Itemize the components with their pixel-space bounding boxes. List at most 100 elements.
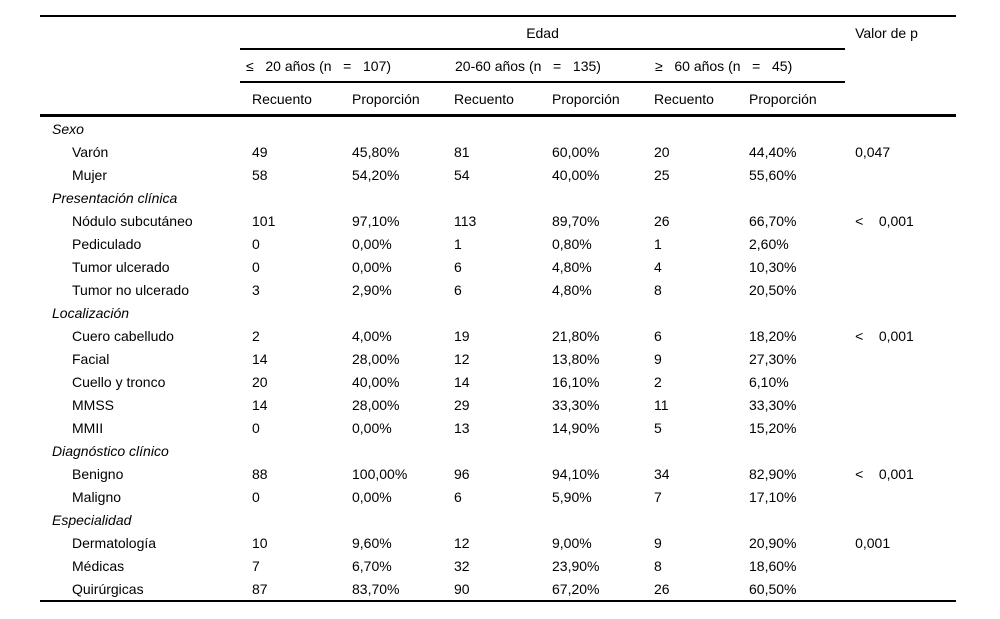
p-value-cell <box>845 232 956 255</box>
count-cell: 2 <box>252 327 260 344</box>
table-row: MMII 0 0,00% 13 14,90% 5 15,20% <box>40 416 956 439</box>
row-label: Cuero cabelludo <box>72 327 174 344</box>
section-row: Presentación clínica <box>40 186 956 209</box>
proportion-cell: 55,60% <box>749 166 797 183</box>
table-row: Varón 49 45,80% 81 60,00% 20 44,40% 0,047 <box>40 140 956 163</box>
p-value-cell: < 0,001 <box>855 212 914 229</box>
count-cell: 0 <box>252 258 260 275</box>
proportion-cell: 0,00% <box>352 419 392 436</box>
row-label: MMII <box>72 419 104 436</box>
count-cell: 13 <box>454 419 470 436</box>
count-cell: 54 <box>454 166 470 183</box>
proportion-cell: 0,80% <box>552 235 592 252</box>
proportion-cell: 4,00% <box>352 327 392 344</box>
proportion-cell: 97,10% <box>352 212 400 229</box>
count-cell: 90 <box>442 577 540 602</box>
proportion-cell: 100,00% <box>352 465 408 482</box>
proportion-cell: 23,90% <box>552 557 600 574</box>
count-cell: 58 <box>252 166 268 183</box>
count-cell: 14 <box>454 373 470 390</box>
count-cell: 8 <box>654 557 662 574</box>
count-cell: 87 <box>240 577 340 602</box>
table-row: Maligno 0 0,00% 6 5,90% 7 17,10% <box>40 485 956 508</box>
count-cell: 12 <box>454 350 470 367</box>
count-header-1: Recuento <box>240 82 340 117</box>
count-cell: 29 <box>454 396 470 413</box>
proportion-cell: 14,90% <box>552 419 600 436</box>
section-label: Sexo <box>52 120 84 137</box>
section-label: Diagnóstico clínico <box>52 442 169 459</box>
row-label: Varón <box>72 143 109 160</box>
count-cell: 7 <box>654 488 662 505</box>
row-label: MMSS <box>72 396 114 413</box>
section-label: Localización <box>52 304 130 321</box>
p-value-cell <box>845 554 956 577</box>
proportion-cell: 13,80% <box>552 350 600 367</box>
table-row: Facial 14 28,00% 12 13,80% 9 27,30% <box>40 347 956 370</box>
row-label: Tumor no ulcerado <box>72 281 189 298</box>
row-label: Dermatología <box>72 534 157 551</box>
proportion-cell: 27,30% <box>749 350 797 367</box>
count-cell: 4 <box>654 258 662 275</box>
count-cell: 8 <box>654 281 662 298</box>
age-group-20-60: 20-60 años (n = 135) <box>442 49 642 83</box>
proportion-cell: 40,00% <box>552 166 600 183</box>
section-label: Especialidad <box>52 511 132 528</box>
proportion-header-3: Proporción <box>737 82 846 117</box>
count-cell: 101 <box>252 212 276 229</box>
proportion-cell: 82,90% <box>749 465 797 482</box>
table-row: Quirúrgicas 87 83,70% 90 67,20% 26 60,50% <box>40 577 957 602</box>
age-group-over-60: ≥ 60 años (n = 45) <box>642 49 846 83</box>
measure-header-row: Recuento Proporción Recuento Proporción … <box>40 82 957 117</box>
row-label: Facial <box>72 350 110 367</box>
proportion-cell: 20,50% <box>749 281 797 298</box>
row-label: Tumor ulcerado <box>72 258 170 275</box>
empty-p-cell <box>845 49 956 82</box>
proportion-cell: 21,80% <box>552 327 600 344</box>
table-row: Mujer 58 54,20% 54 40,00% 25 55,60% <box>40 163 956 186</box>
p-value-cell <box>845 255 956 278</box>
count-cell: 2 <box>654 373 662 390</box>
proportion-cell: 67,20% <box>540 577 642 602</box>
proportion-cell: 28,00% <box>352 396 400 413</box>
count-cell: 6 <box>454 281 462 298</box>
count-cell: 14 <box>252 396 268 413</box>
count-cell: 19 <box>454 327 470 344</box>
section-row: Localización <box>40 301 956 324</box>
row-label: Pediculado <box>72 235 142 252</box>
empty-p-cell <box>845 82 957 117</box>
proportion-cell: 0,00% <box>352 258 392 275</box>
count-cell: 26 <box>642 577 737 602</box>
proportion-cell: 10,30% <box>749 258 797 275</box>
proportion-header-2: Proporción <box>540 82 642 117</box>
proportion-cell: 20,90% <box>749 534 797 551</box>
proportion-cell: 94,10% <box>552 465 600 482</box>
count-cell: 96 <box>454 465 470 482</box>
count-cell: 1 <box>454 235 462 252</box>
proportion-cell: 2,90% <box>352 281 392 298</box>
section-row: Sexo <box>40 116 956 141</box>
proportion-cell: 66,70% <box>749 212 797 229</box>
empty-label-cell <box>40 49 240 82</box>
table-row: Tumor no ulcerado 3 2,90% 6 4,80% 8 20,50% <box>40 278 956 301</box>
group-header-row: Edad Valor de p <box>40 15 957 50</box>
p-value-cell: 0,001 <box>855 534 891 551</box>
proportion-cell: 44,40% <box>749 143 797 160</box>
count-cell: 32 <box>454 557 470 574</box>
table-row: Dermatología 10 9,60% 12 9,00% 9 20,90% 0,001 <box>40 531 956 554</box>
p-value-cell <box>845 163 956 186</box>
count-cell: 5 <box>654 419 662 436</box>
count-cell: 88 <box>252 465 268 482</box>
table-row: Benigno 88 100,00% 96 94,10% 34 82,90% < 0,001 <box>40 462 956 485</box>
proportion-cell: 18,20% <box>749 327 797 344</box>
proportion-cell: 28,00% <box>352 350 400 367</box>
proportion-cell: 0,00% <box>352 488 392 505</box>
proportion-cell: 83,70% <box>340 577 442 602</box>
count-cell: 11 <box>654 396 669 413</box>
row-label: Maligno <box>72 488 122 505</box>
proportion-cell: 40,00% <box>352 373 400 390</box>
count-cell: 49 <box>252 143 268 160</box>
proportion-cell: 33,30% <box>552 396 600 413</box>
proportion-header-1: Proporción <box>340 82 442 117</box>
table-row: Pediculado 0 0,00% 1 0,80% 1 2,60% <box>40 232 956 255</box>
